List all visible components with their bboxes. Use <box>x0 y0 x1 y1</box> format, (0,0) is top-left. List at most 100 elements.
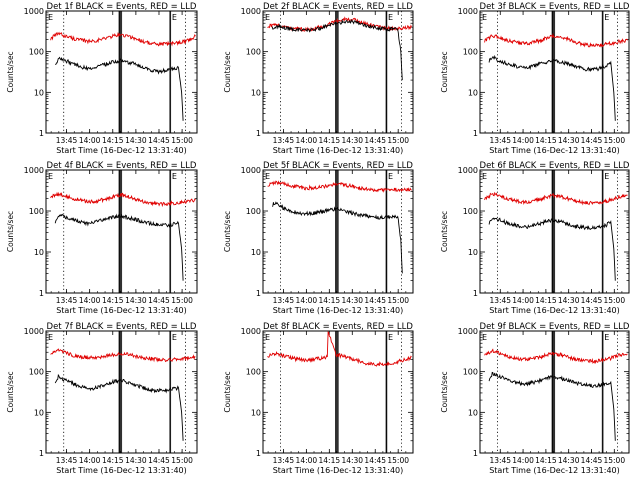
corner-label: E <box>265 172 270 181</box>
lld-series-line <box>50 191 196 208</box>
x-tick-label: 14:45 <box>148 136 170 145</box>
y-tick-label: 1 <box>256 289 261 298</box>
x-tick-label: 14:30 <box>341 136 363 145</box>
y-axis-label: Counts/sec <box>6 51 15 92</box>
x-tick-label: 14:30 <box>341 296 363 305</box>
x-tick-label: 14:00 <box>79 456 101 465</box>
events-series-line <box>488 371 616 441</box>
y-tick-label: 1000 <box>458 7 478 16</box>
panel-4: Det 4f BLACK = Events, RED = LLD 1 10 100 10… <box>6 161 198 315</box>
x-tick-label: 14:30 <box>558 136 580 145</box>
events-series-line <box>55 56 184 121</box>
lld-series-line <box>484 348 628 365</box>
corner-label: E <box>172 172 177 181</box>
x-tick-label: 13:45 <box>273 296 295 305</box>
y-tick-label: 100 <box>246 368 261 377</box>
x-tick-label: 14:00 <box>512 136 534 145</box>
x-tick-label: 14:00 <box>296 456 318 465</box>
y-tick-label: 1000 <box>458 327 478 336</box>
x-tick-label: 13:45 <box>489 296 511 305</box>
x-tick-label: 15:00 <box>387 136 409 145</box>
y-tick-label: 10 <box>34 408 44 417</box>
y-tick-label: 1 <box>256 449 261 458</box>
panel-9: Det 9f BLACK = Events, RED = LLD 1 10 100 10… <box>440 322 630 475</box>
x-tick-label: 15:00 <box>603 136 625 145</box>
corner-label: E <box>48 333 53 342</box>
y-axis-label: Counts/sec <box>223 211 232 252</box>
corner-label: E <box>482 13 487 22</box>
lld-series-line <box>267 331 412 367</box>
x-axis-label: Start Time (16-Dec-12 13:31:40) <box>56 306 187 315</box>
x-tick-label: 14:00 <box>79 136 101 145</box>
panel-2: Det 2f BLACK = Events, RED = LLD 1 10 100 10… <box>223 2 414 155</box>
x-tick-label: 14:45 <box>148 296 170 305</box>
y-tick-label: 100 <box>463 207 478 216</box>
y-axis-label: Counts/sec <box>440 211 449 252</box>
events-series-line <box>54 213 184 281</box>
corner-label: E <box>604 333 609 342</box>
y-tick-label: 1000 <box>458 166 478 175</box>
panel-7: Det 7f BLACK = Events, RED = LLD 1 10 100 10… <box>6 322 198 475</box>
panel-title: Det 3f BLACK = Events, RED = LLD <box>480 2 630 12</box>
y-axis-label: Counts/sec <box>440 51 449 92</box>
events-series-line <box>488 217 616 281</box>
x-tick-label: 14:30 <box>125 456 147 465</box>
y-tick-label: 10 <box>34 88 44 97</box>
corner-label: E <box>388 13 393 22</box>
x-tick-label: 14:15 <box>535 296 557 305</box>
y-tick-label: 1000 <box>24 7 44 16</box>
panel-5: Det 5f BLACK = Events, RED = LLD 1 10 100 10… <box>223 161 414 315</box>
corner-label: E <box>604 172 609 181</box>
y-tick-label: 100 <box>29 48 44 57</box>
y-tick-label: 1 <box>473 289 478 298</box>
x-tick-label: 13:45 <box>489 136 511 145</box>
panel-title: Det 7f BLACK = Events, RED = LLD <box>47 322 197 332</box>
x-tick-label: 14:00 <box>79 296 101 305</box>
lld-series-line <box>50 348 196 363</box>
x-tick-label: 13:45 <box>56 136 78 145</box>
corner-label: E <box>265 13 270 22</box>
y-axis-label: Counts/sec <box>6 211 15 252</box>
panel-title: Det 6f BLACK = Events, RED = LLD <box>480 161 630 171</box>
x-axis-label: Start Time (16-Dec-12 13:31:40) <box>489 306 620 315</box>
y-tick-label: 100 <box>246 48 261 57</box>
x-axis-label: Start Time (16-Dec-12 13:31:40) <box>273 306 404 315</box>
y-tick-label: 100 <box>463 48 478 57</box>
y-tick-label: 10 <box>34 248 44 257</box>
x-tick-label: 14:15 <box>535 456 557 465</box>
x-tick-label: 14:45 <box>581 136 603 145</box>
x-tick-label: 14:45 <box>364 136 386 145</box>
y-tick-label: 10 <box>251 408 261 417</box>
y-axis-label: Counts/sec <box>440 371 449 412</box>
y-tick-label: 1000 <box>24 166 44 175</box>
y-tick-label: 10 <box>468 408 478 417</box>
lld-series-line <box>484 191 628 206</box>
events-series-line <box>488 54 616 121</box>
y-tick-label: 1 <box>473 449 478 458</box>
x-tick-label: 14:00 <box>296 296 318 305</box>
lld-series-line <box>484 32 628 48</box>
x-tick-label: 14:00 <box>296 136 318 145</box>
x-tick-label: 14:30 <box>558 296 580 305</box>
corner-label: E <box>172 333 177 342</box>
x-axis-label: Start Time (16-Dec-12 13:31:40) <box>489 466 620 475</box>
x-tick-label: 15:00 <box>603 296 625 305</box>
x-axis-label: Start Time (16-Dec-12 13:31:40) <box>489 146 620 155</box>
x-tick-label: 15:00 <box>171 456 193 465</box>
x-tick-label: 14:15 <box>319 136 341 145</box>
x-tick-label: 14:30 <box>341 456 363 465</box>
y-tick-label: 100 <box>246 207 261 216</box>
corner-label: E <box>388 333 393 342</box>
x-tick-label: 14:45 <box>364 456 386 465</box>
x-tick-label: 13:45 <box>489 456 511 465</box>
x-tick-label: 14:00 <box>512 296 534 305</box>
y-tick-label: 1 <box>39 129 44 138</box>
x-tick-label: 14:45 <box>148 456 170 465</box>
corner-label: E <box>265 333 270 342</box>
x-tick-label: 14:00 <box>512 456 534 465</box>
x-tick-label: 14:45 <box>364 296 386 305</box>
x-tick-label: 14:15 <box>102 136 124 145</box>
events-series-line <box>54 373 184 441</box>
x-tick-label: 15:00 <box>387 456 409 465</box>
y-axis-label: Counts/sec <box>6 371 15 412</box>
